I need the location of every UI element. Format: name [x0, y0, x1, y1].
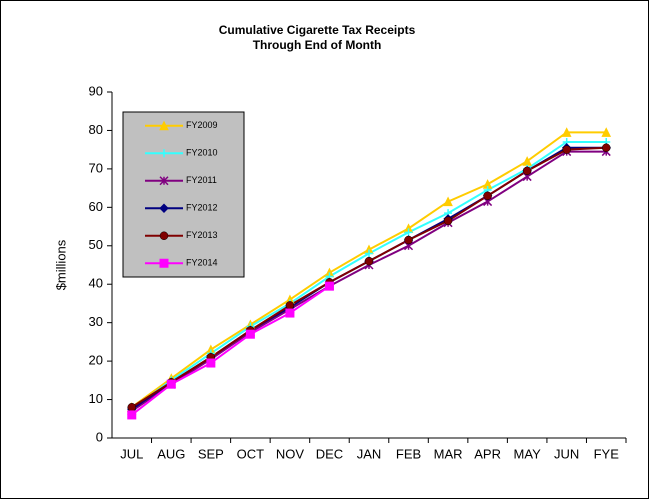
- marker: [404, 228, 413, 237]
- marker: [245, 329, 255, 339]
- legend-marker: [159, 258, 169, 268]
- marker: [404, 235, 413, 245]
- x-tick-label: OCT: [237, 446, 265, 461]
- x-tick-label: JUL: [120, 446, 143, 461]
- x-tick-label: AUG: [157, 446, 185, 461]
- legend-text: FY2014: [186, 258, 218, 268]
- marker: [522, 166, 532, 176]
- y-tick-label: 70: [89, 160, 103, 175]
- x-tick-label: MAY: [514, 446, 542, 461]
- marker: [443, 196, 453, 207]
- chart-title: Through End of Month: [253, 38, 382, 52]
- legend-text: FY2013: [186, 230, 218, 240]
- y-axis-label: $millions: [53, 239, 68, 290]
- x-tick-label: FEB: [396, 446, 421, 461]
- legend-text: FY2010: [186, 148, 218, 158]
- legend-text: FY2011: [186, 175, 217, 185]
- legend-marker: [159, 231, 169, 240]
- legend-box: [122, 111, 245, 278]
- legend-marker: [159, 203, 169, 213]
- legend-text: FY2012: [186, 203, 218, 213]
- y-tick-label: 0: [96, 429, 103, 444]
- y-tick-label: 30: [89, 314, 103, 329]
- marker: [127, 402, 137, 412]
- y-tick-label: 40: [89, 276, 103, 291]
- marker: [166, 379, 176, 389]
- x-tick-label: DEC: [316, 446, 343, 461]
- marker: [364, 256, 374, 266]
- x-tick-label: FYE: [594, 446, 620, 461]
- marker: [365, 249, 373, 258]
- y-tick-label: 10: [89, 391, 103, 406]
- marker: [601, 143, 611, 152]
- marker: [324, 281, 334, 291]
- y-tick-label: 80: [89, 122, 103, 137]
- x-tick-label: JAN: [357, 446, 382, 461]
- marker: [443, 216, 453, 226]
- y-tick-label: 90: [89, 83, 103, 98]
- legend-text: FY2009: [186, 120, 218, 130]
- x-tick-label: APR: [474, 446, 501, 461]
- marker: [127, 410, 137, 420]
- x-tick-label: SEP: [198, 446, 224, 461]
- marker: [285, 301, 295, 310]
- marker: [483, 191, 492, 201]
- legend-marker: [160, 149, 168, 158]
- x-tick-label: MAR: [434, 446, 463, 461]
- y-tick-label: 20: [89, 353, 103, 368]
- series-line: [131, 285, 331, 416]
- legend-marker: [159, 176, 169, 186]
- x-tick-label: NOV: [276, 446, 305, 461]
- marker: [601, 127, 612, 137]
- marker: [561, 127, 572, 137]
- marker: [206, 358, 216, 368]
- y-tick-label: 60: [89, 199, 103, 214]
- y-tick-label: 50: [89, 237, 103, 252]
- chart-title: Cumulative Cigarette Tax Receipts: [219, 23, 416, 37]
- marker: [285, 308, 295, 318]
- marker: [562, 145, 571, 154]
- x-tick-label: JUN: [554, 446, 579, 461]
- legend-marker: [159, 120, 169, 131]
